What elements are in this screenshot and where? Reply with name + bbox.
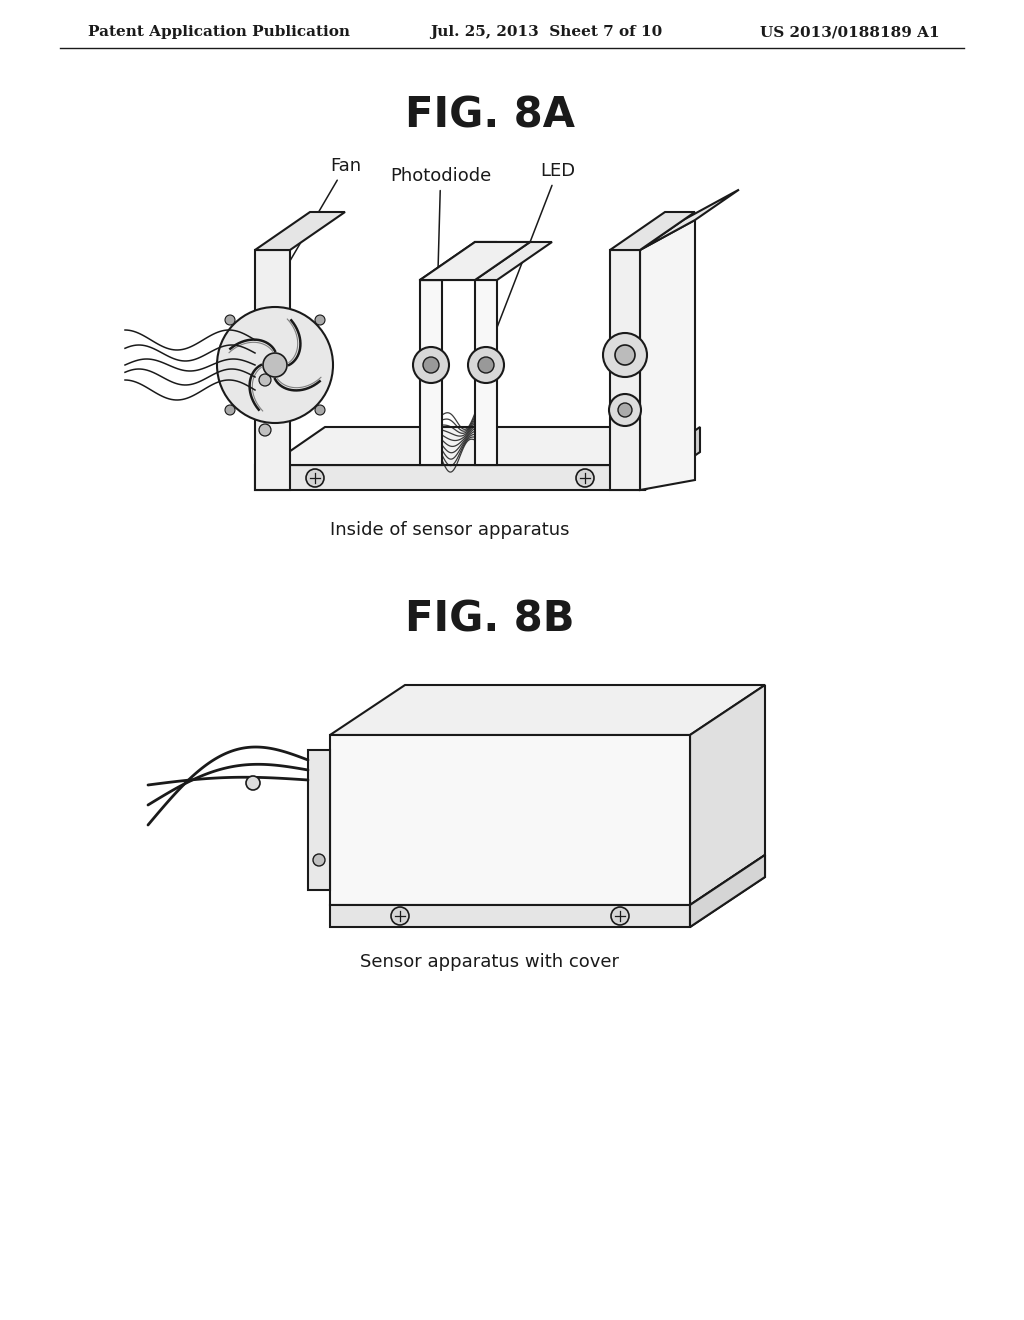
Circle shape bbox=[609, 393, 641, 426]
Polygon shape bbox=[420, 242, 530, 280]
Polygon shape bbox=[255, 249, 290, 490]
Text: Jul. 25, 2013  Sheet 7 of 10: Jul. 25, 2013 Sheet 7 of 10 bbox=[430, 25, 663, 40]
Circle shape bbox=[603, 333, 647, 378]
Text: Fan: Fan bbox=[261, 157, 361, 310]
Circle shape bbox=[313, 854, 325, 866]
Polygon shape bbox=[255, 213, 345, 249]
Circle shape bbox=[315, 315, 325, 325]
Text: FIG. 8B: FIG. 8B bbox=[406, 599, 574, 642]
Polygon shape bbox=[475, 280, 497, 465]
Polygon shape bbox=[645, 426, 700, 490]
Polygon shape bbox=[308, 750, 330, 890]
Circle shape bbox=[468, 347, 504, 383]
Circle shape bbox=[413, 347, 449, 383]
Circle shape bbox=[225, 405, 234, 414]
Polygon shape bbox=[330, 735, 690, 906]
Polygon shape bbox=[270, 426, 685, 465]
Circle shape bbox=[217, 308, 333, 422]
Circle shape bbox=[611, 907, 629, 925]
Circle shape bbox=[423, 356, 439, 374]
Circle shape bbox=[478, 356, 494, 374]
Circle shape bbox=[315, 405, 325, 414]
Polygon shape bbox=[640, 220, 695, 490]
Polygon shape bbox=[690, 685, 765, 906]
Polygon shape bbox=[330, 685, 765, 735]
Text: FIG. 8A: FIG. 8A bbox=[406, 94, 575, 136]
Text: US 2013/0188189 A1: US 2013/0188189 A1 bbox=[761, 25, 940, 40]
Text: LED: LED bbox=[492, 162, 575, 341]
Circle shape bbox=[259, 374, 271, 385]
Text: Patent Application Publication: Patent Application Publication bbox=[88, 25, 350, 40]
Circle shape bbox=[391, 907, 409, 925]
Polygon shape bbox=[690, 855, 765, 927]
Polygon shape bbox=[420, 280, 442, 465]
Polygon shape bbox=[420, 242, 497, 280]
Text: Sensor apparatus with cover: Sensor apparatus with cover bbox=[360, 953, 620, 972]
Polygon shape bbox=[255, 451, 700, 465]
Circle shape bbox=[246, 776, 260, 789]
Circle shape bbox=[575, 469, 594, 487]
Text: Inside of sensor apparatus: Inside of sensor apparatus bbox=[331, 521, 569, 539]
Text: Photodiode: Photodiode bbox=[390, 168, 492, 341]
Polygon shape bbox=[640, 190, 739, 249]
Polygon shape bbox=[610, 249, 640, 490]
Circle shape bbox=[259, 424, 271, 436]
Circle shape bbox=[306, 469, 324, 487]
Polygon shape bbox=[690, 855, 765, 927]
Circle shape bbox=[225, 315, 234, 325]
Polygon shape bbox=[330, 906, 690, 927]
Polygon shape bbox=[475, 242, 552, 280]
Polygon shape bbox=[255, 465, 645, 490]
Circle shape bbox=[618, 403, 632, 417]
Circle shape bbox=[263, 352, 287, 378]
Circle shape bbox=[615, 345, 635, 366]
Polygon shape bbox=[610, 213, 695, 249]
